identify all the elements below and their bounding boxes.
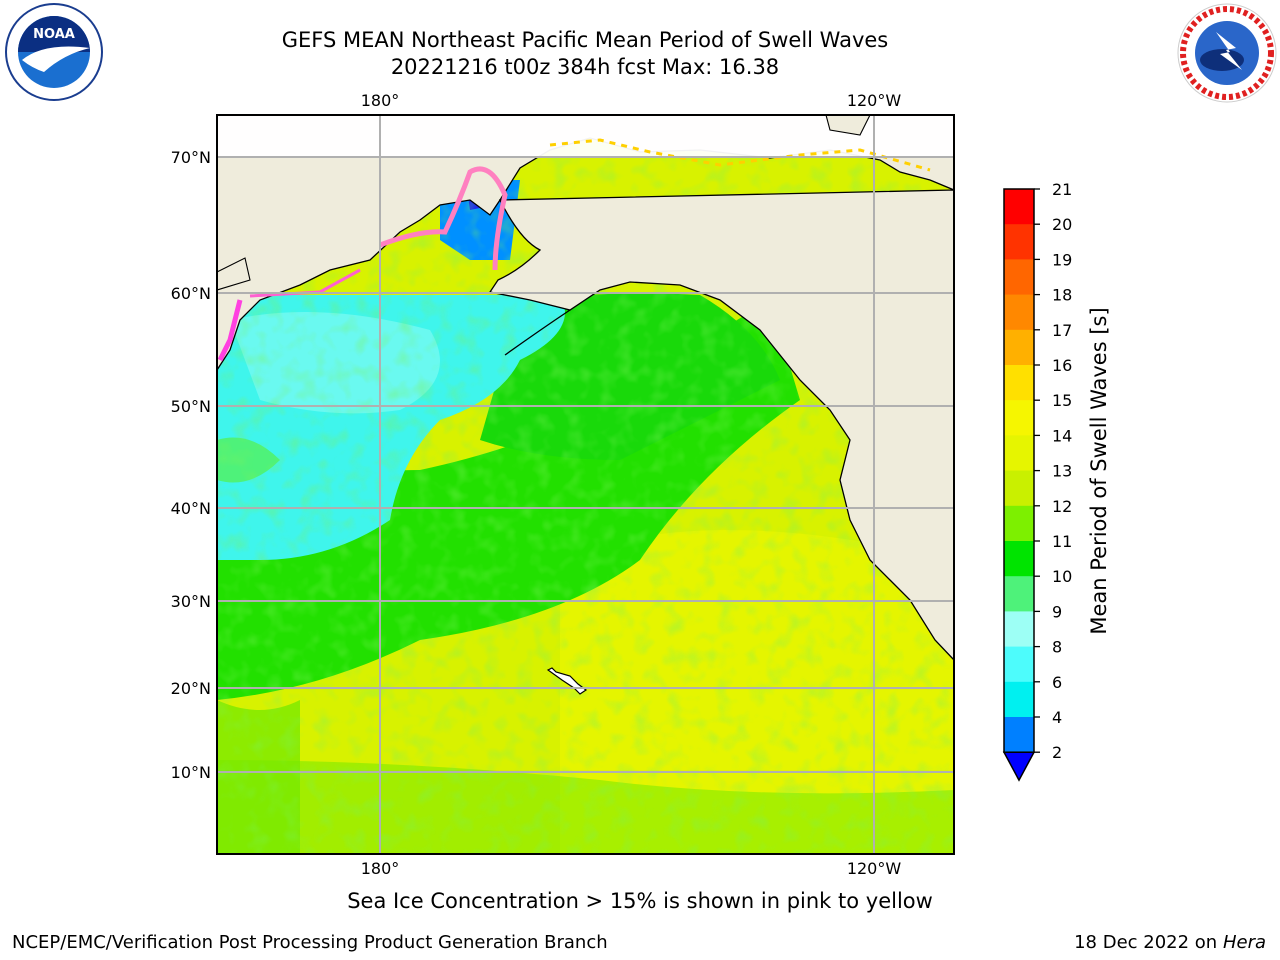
colorbar-tick-label: 19 — [1052, 250, 1072, 269]
colorbar-tick-label: 9 — [1052, 602, 1062, 621]
colorbar-segment — [1004, 646, 1034, 683]
colorbar-segment — [1004, 505, 1034, 542]
footer-date: 18 Dec 2022 on Hera — [1074, 932, 1266, 953]
colorbar-segment — [1004, 365, 1034, 401]
map-frame — [216, 114, 955, 855]
colorbar-segment — [1004, 717, 1034, 753]
map-subtitle: 20221216 t00z 384h fcst Max: 16.38 — [390, 55, 780, 79]
lat-label-30n: 30°N — [171, 592, 211, 611]
sea-ice-edge-arctic — [549, 138, 931, 172]
noaa-logo: NOAA — [5, 3, 103, 101]
lon-label-top-180: 180° — [361, 91, 400, 110]
colorbar-tick-label: 15 — [1052, 391, 1072, 410]
colorbar-segment — [1004, 681, 1034, 718]
colorbar-tick-label: 16 — [1052, 356, 1072, 375]
colorbar-extend-triangle — [1002, 751, 1036, 782]
colorbar-segment — [1004, 470, 1034, 507]
sea-ice-edge-bering — [379, 166, 508, 271]
footer-host: Hera — [1222, 932, 1266, 953]
colorbar-segment — [1004, 541, 1034, 577]
map-field — [217, 115, 954, 854]
colorbar-segment — [1004, 576, 1034, 612]
colorbar-tick-label: 18 — [1052, 286, 1072, 305]
svg-text:NOAA: NOAA — [33, 27, 75, 42]
colorbar-segment — [1004, 400, 1034, 436]
colorbar-segment — [1004, 189, 1034, 225]
lon-label-top-120w: 120°W — [847, 91, 902, 110]
colorbar-tick-label: 14 — [1052, 426, 1072, 445]
colorbar-tick-label: 10 — [1052, 567, 1072, 586]
colorbar-tick-label: 11 — [1052, 532, 1072, 551]
colorbar: 21 20 19 18 17 16 15 14 13 12 11 10 9 8 6 4 2 — [1002, 180, 1072, 782]
nws-logo — [1177, 3, 1277, 103]
lat-label-10n: 10°N — [171, 763, 211, 782]
lat-label-40n: 40°N — [171, 499, 211, 518]
colorbar-tick-label: 12 — [1052, 497, 1072, 516]
colorbar-label-wrap: Mean Period of Swell Waves [s] — [1084, 290, 1114, 652]
colorbar-tick-label: 21 — [1052, 180, 1072, 199]
colorbar-segment — [1004, 259, 1034, 296]
land-america — [488, 189, 954, 661]
colorbar-segment — [1004, 224, 1034, 260]
lat-label-50n: 50°N — [171, 397, 211, 416]
colorbar-tick-label: 13 — [1052, 462, 1072, 481]
colorbar-tick-label: 8 — [1052, 638, 1062, 657]
colorbar-segment — [1004, 611, 1034, 648]
map-title: GEFS MEAN Northeast Pacific Mean Period … — [281, 28, 889, 52]
lon-label-bottom-180: 180° — [361, 859, 400, 878]
colorbar-segment — [1004, 329, 1034, 366]
colorbar-label: Mean Period of Swell Waves [s] — [1087, 307, 1111, 634]
lon-label-bottom-120w: 120°W — [847, 859, 902, 878]
colorbar-tick-label: 4 — [1052, 708, 1062, 727]
colorbar-tick-label: 2 — [1052, 743, 1062, 762]
sea-ice-note: Sea Ice Concentration > 15% is shown in … — [347, 889, 933, 913]
lat-label-70n: 70°N — [171, 148, 211, 167]
footer-date-text: 18 Dec 2022 on — [1074, 932, 1218, 953]
colorbar-segment — [1004, 294, 1034, 331]
colorbar-tick-label: 17 — [1052, 321, 1072, 340]
colorbar-tick-label: 20 — [1052, 215, 1072, 234]
footer-credit: NCEP/EMC/Verification Post Processing Pr… — [12, 932, 608, 953]
lat-label-60n: 60°N — [171, 284, 211, 303]
colorbar-segment — [1004, 435, 1034, 472]
lat-label-20n: 20°N — [171, 679, 211, 698]
colorbar-tick-label: 6 — [1052, 673, 1062, 692]
gridlines — [217, 115, 954, 854]
